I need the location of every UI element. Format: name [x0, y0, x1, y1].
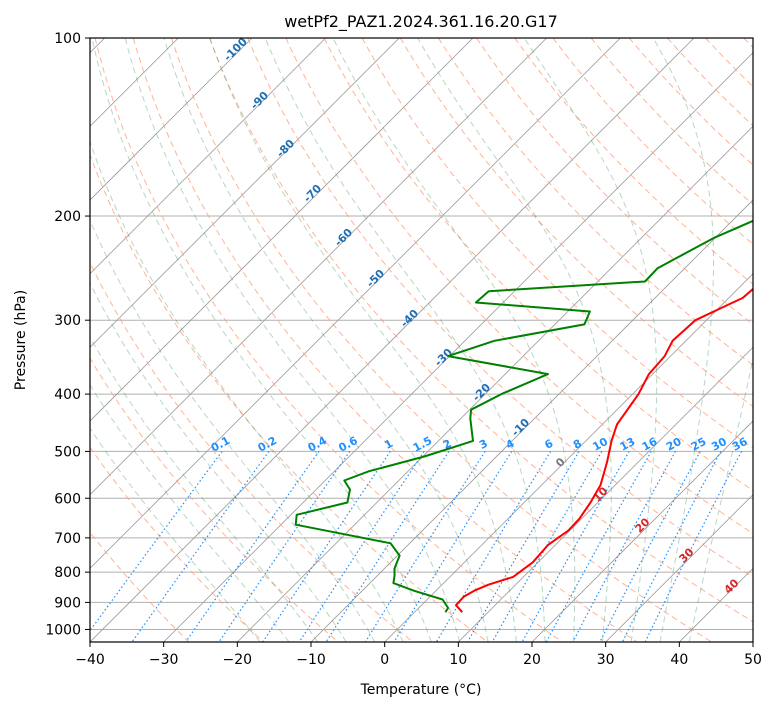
dry-adiabat-line: [399, 38, 753, 407]
x-tick-label: 20: [523, 652, 541, 668]
moist-adiabat-line: [523, 38, 658, 642]
isotherm-line: [90, 38, 547, 496]
moist-adiabat-line: [163, 38, 489, 642]
mixing-ratio-line: [545, 451, 652, 642]
moist-adiabat-line: [688, 356, 753, 642]
moist-adiabat-line: [90, 139, 404, 642]
x-tick-label: −40: [75, 652, 105, 668]
dry-adiabat-line: [90, 446, 264, 642]
mixing-ratio-line: [185, 451, 320, 642]
x-tick-label: −30: [149, 652, 179, 668]
mixing-ratio-label: 10: [590, 435, 610, 454]
dry-adiabat-line: [94, 38, 563, 642]
dry-adiabat-line: [323, 38, 753, 492]
y-tick-label: 200: [54, 209, 81, 225]
isotherm-line: [90, 38, 400, 348]
isotherm-line: [90, 38, 621, 569]
y-tick-label: 300: [54, 313, 81, 329]
mixing-ratio-label: 25: [689, 435, 709, 454]
moist-adiabat-line: [91, 38, 432, 642]
y-tick-label: 100: [54, 31, 81, 47]
x-tick-label: 50: [744, 652, 762, 668]
moist-adiabat-line: [124, 38, 461, 642]
chart-title: wetPf2_PAZ1.2024.361.16.20.G17: [284, 12, 558, 32]
mixing-ratio-line: [521, 451, 630, 642]
mixing-ratio-line: [393, 451, 513, 642]
isotherm-line: [90, 38, 326, 275]
y-tick-label: 500: [54, 444, 81, 460]
dry-adiabat-line: [90, 261, 414, 642]
mixing-ratio-label: 36: [730, 435, 750, 454]
isotherm-line: [458, 346, 753, 642]
isotherm-line: [90, 38, 253, 201]
dry-adiabat-line: [590, 38, 753, 206]
mixing-ratio-line: [491, 451, 603, 642]
mixing-ratio-line: [90, 451, 223, 632]
mixing-ratio-label: 13: [618, 435, 638, 454]
mixing-ratio-line: [218, 451, 351, 642]
dry-adiabat-line: [437, 38, 753, 366]
isotherm-line: [237, 125, 753, 642]
x-tick-label: 0: [380, 652, 389, 668]
isotherm-line: [531, 420, 753, 642]
moist-adiabat-line: [90, 218, 376, 642]
moist-adiabat-line: [90, 282, 347, 642]
guide-lines: [90, 38, 753, 642]
isotherm-line: [90, 38, 695, 642]
moist-adiabat-line: [652, 38, 714, 642]
dry-adiabat-line: [552, 38, 753, 245]
mixing-ratio-label: 30: [709, 435, 729, 454]
dry-adiabat-line: [170, 38, 712, 642]
moist-adiabat-line: [417, 38, 612, 642]
isotherm-line: [90, 38, 474, 422]
x-tick-label: −10: [296, 652, 326, 668]
mixing-ratio-line: [325, 451, 450, 642]
plot-frame: [89, 37, 754, 643]
moist-adiabat-line: [90, 383, 290, 642]
axes: −40 −30 −20 −10 0 10 20 30 40 50 100 200 300 400 500 60…: [45, 31, 762, 668]
moist-adiabat-line: [209, 38, 517, 642]
sounding-traces: [294, 219, 753, 613]
dewpoint-trace: [294, 219, 753, 613]
isotherm-line: [384, 273, 753, 642]
y-tick-label: 600: [54, 491, 81, 507]
x-tick-label: −20: [223, 652, 253, 668]
mixing-ratio-line: [621, 451, 722, 642]
y-tick-label: 700: [54, 531, 81, 547]
mixing-ratio-line: [364, 451, 486, 642]
mixing-ratio-line: [466, 451, 580, 642]
y-tick-label: 800: [54, 565, 81, 581]
x-axis-title: Temperature (°C): [360, 682, 482, 698]
isotherm-line: [605, 494, 753, 642]
mixing-ratio-line: [572, 451, 677, 642]
moist-adiabat-line: [332, 38, 576, 642]
x-tick-label: 30: [597, 652, 615, 668]
mixing-ratio-line: [599, 451, 701, 642]
dry-adiabat-line: [132, 38, 638, 642]
dry-adiabat-line: [209, 38, 753, 623]
mixing-ratio-line: [435, 451, 552, 642]
mixing-ratio-label: 20: [664, 435, 684, 454]
dry-adiabat-line: [285, 38, 753, 535]
y-axis-title: Pressure (hPa): [13, 290, 29, 390]
dry-adiabat-line: [361, 38, 753, 449]
y-tick-label: 900: [54, 595, 81, 611]
temperature-trace: [455, 287, 753, 613]
dry-adiabat-line: [247, 38, 753, 578]
x-tick-label: 40: [670, 652, 688, 668]
moist-adiabat-line: [264, 38, 546, 642]
y-tick-label: 1000: [45, 622, 81, 638]
isotherm-line: [163, 52, 753, 642]
moist-adiabat-line: [90, 336, 319, 642]
moist-adiabat-line: [90, 427, 261, 642]
y-tick-label: 400: [54, 387, 81, 403]
x-tick-label: 10: [449, 652, 467, 668]
dry-adiabat-line: [90, 357, 339, 642]
mixing-ratio-label: 16: [640, 435, 660, 454]
